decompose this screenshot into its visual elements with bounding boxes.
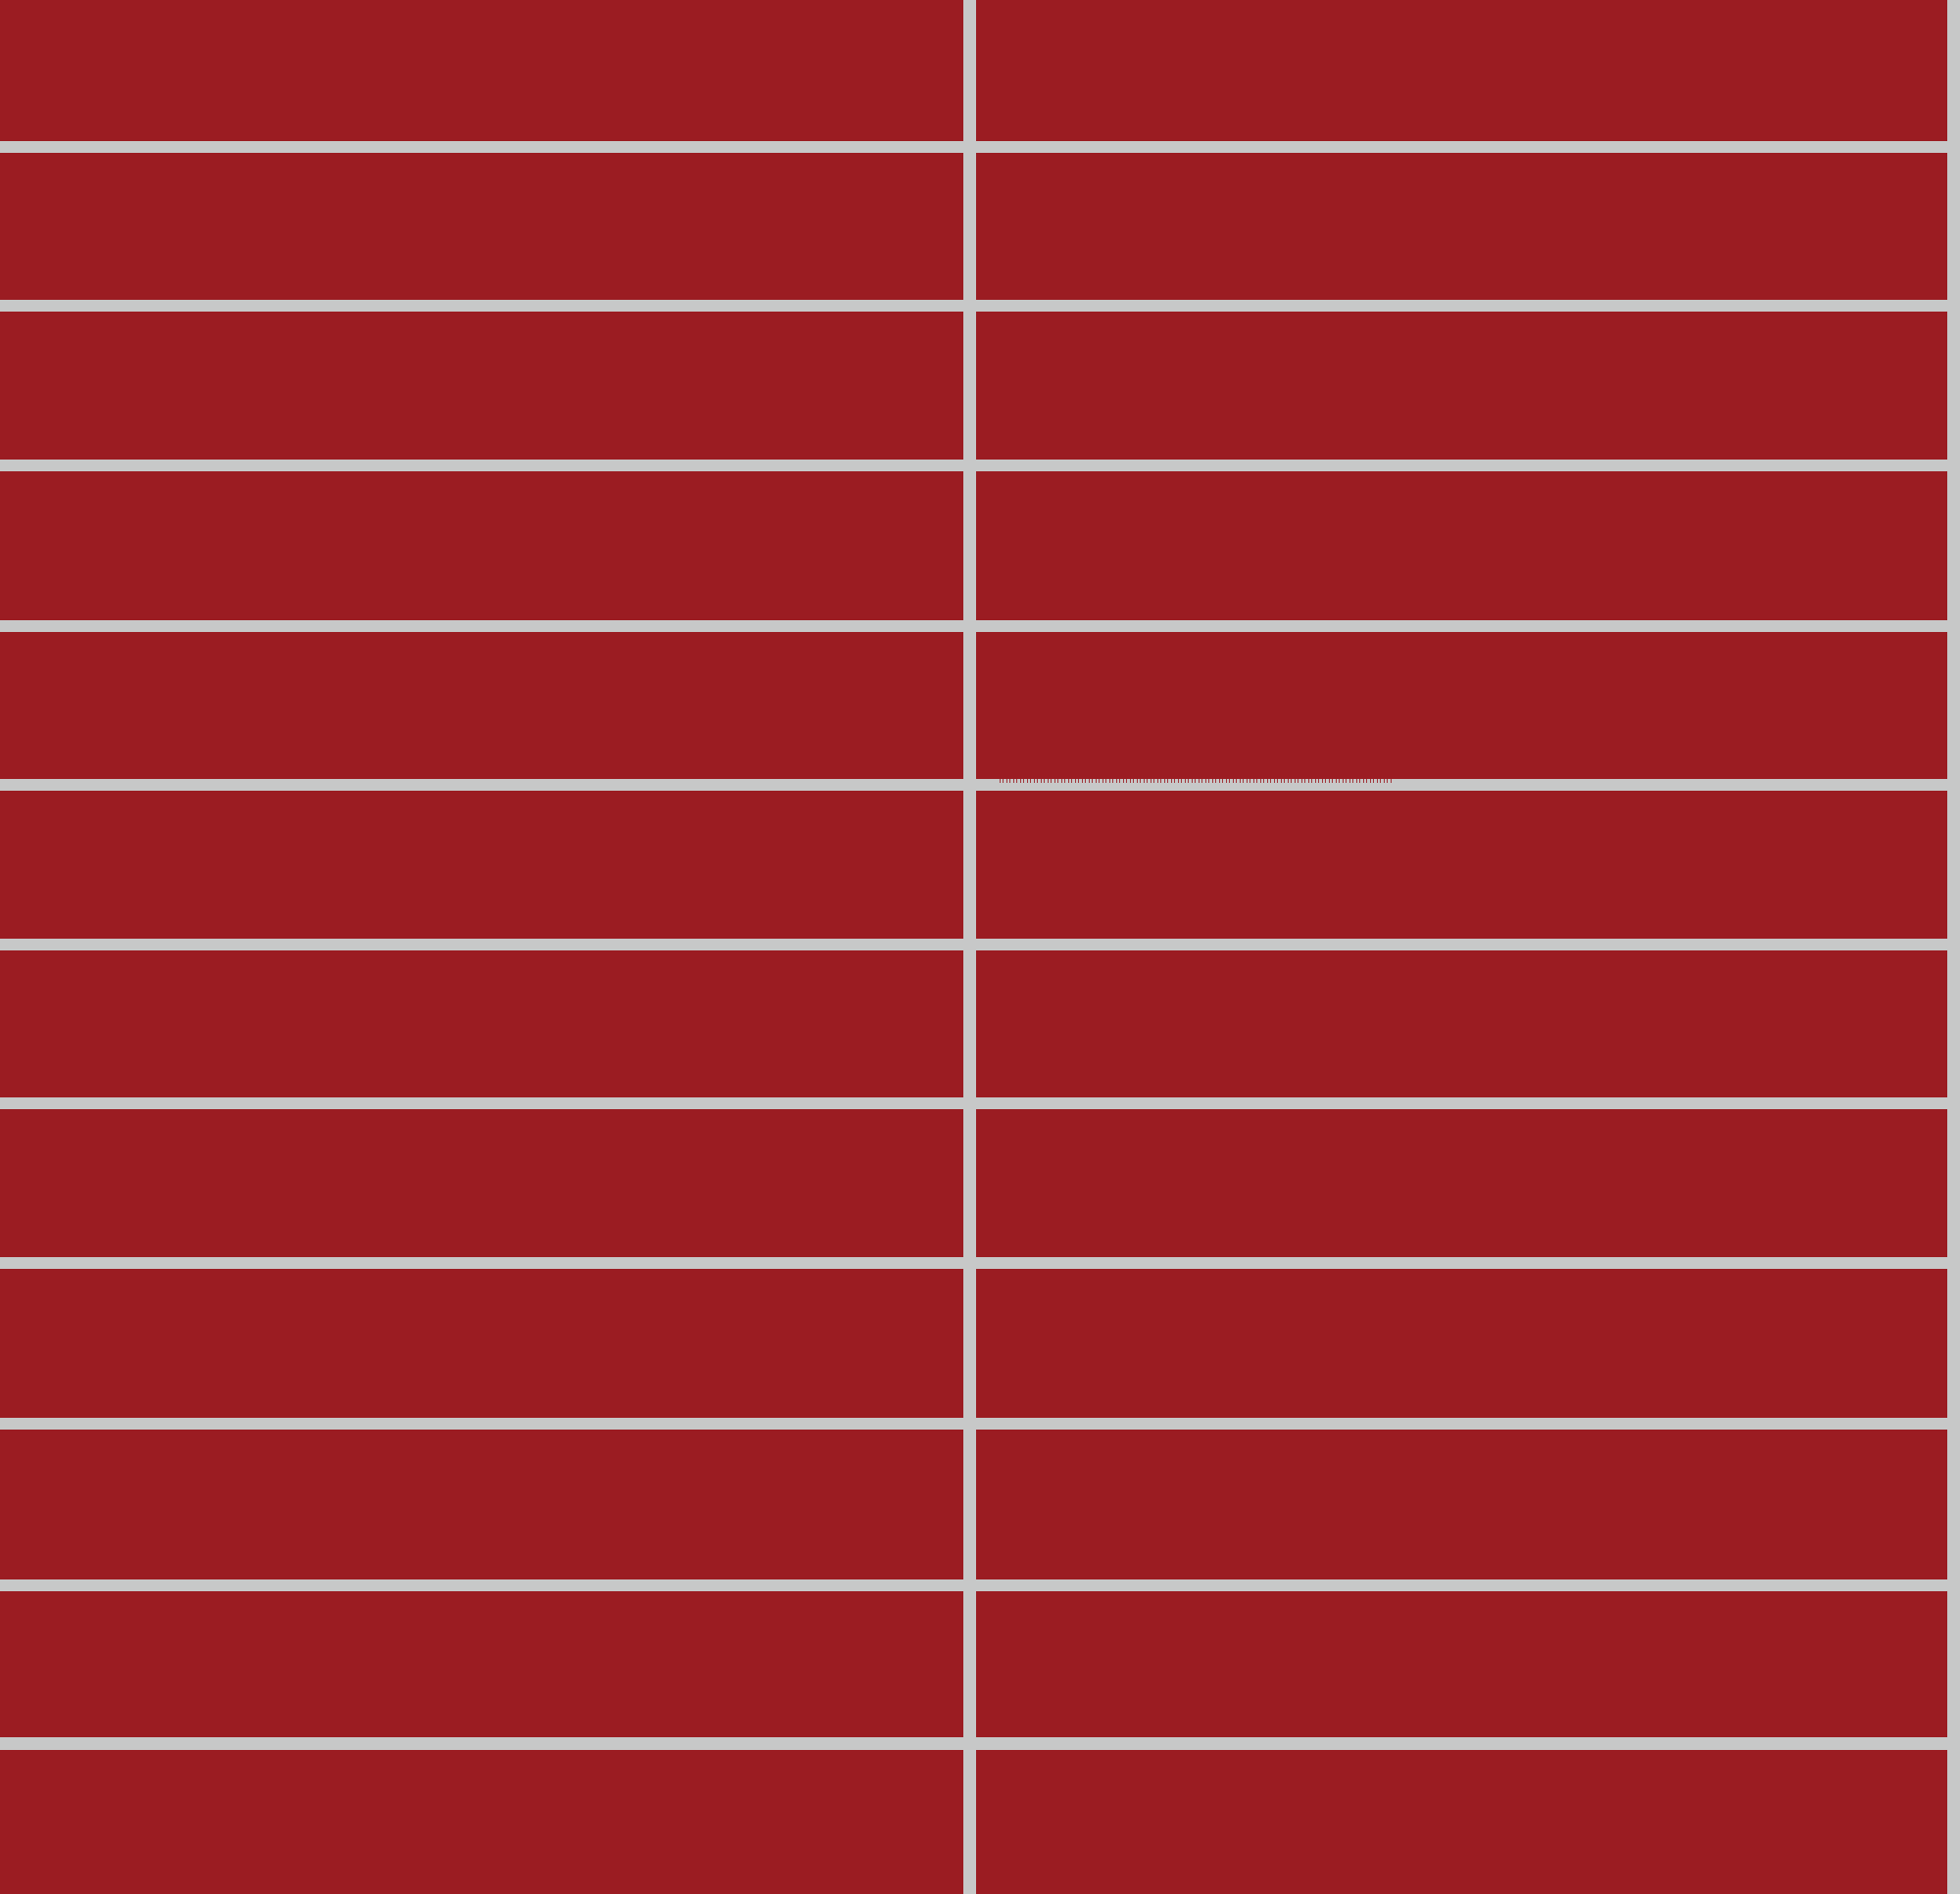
tile (0, 0, 963, 141)
rough-grout-edge-texture (1000, 778, 1392, 783)
tile (976, 153, 1947, 300)
tile (0, 471, 963, 620)
tile (976, 791, 1947, 939)
tile (0, 312, 963, 460)
tile (976, 1591, 1947, 1737)
tile (976, 471, 1947, 620)
tile (976, 1430, 1947, 1579)
tile (0, 791, 963, 939)
tile (0, 1109, 963, 1257)
tile (976, 0, 1947, 141)
tile (0, 1750, 963, 1894)
tile (0, 153, 963, 300)
tile (976, 1750, 1947, 1894)
tile (0, 950, 963, 1097)
tile (0, 1430, 963, 1579)
tile (0, 1269, 963, 1418)
tile (976, 1109, 1947, 1257)
tile (0, 1591, 963, 1737)
tile (976, 312, 1947, 460)
tile (0, 632, 963, 779)
tile (976, 1269, 1947, 1418)
tile (976, 632, 1947, 779)
tile (976, 950, 1947, 1097)
